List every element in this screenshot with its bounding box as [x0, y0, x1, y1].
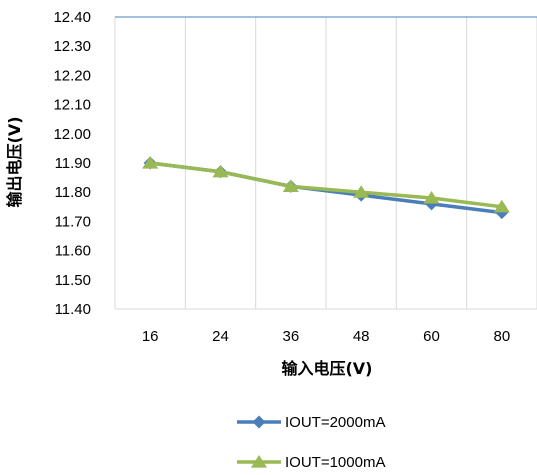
- legend-marker-triangle: [250, 455, 268, 468]
- x-tick-label: 36: [282, 328, 299, 345]
- series-layer: [142, 156, 510, 220]
- y-tick-label: 11.70: [55, 213, 91, 230]
- x-tick-label: 16: [142, 328, 159, 345]
- y-axis-ticks: 11.40 11.50 11.60 11.70 11.80 11.90 12.00 12.10…: [53, 9, 91, 318]
- y-axis-title: 输出电压(V): [5, 116, 24, 207]
- data-point-triangle: [142, 156, 159, 169]
- legend-label: IOUT=2000mA: [285, 414, 385, 431]
- x-tick-label: 48: [353, 328, 370, 345]
- data-point-triangle: [282, 179, 299, 192]
- y-tick-label: 11.40: [55, 301, 91, 318]
- y-tick-label: 11.50: [55, 272, 91, 289]
- y-tick-label: 12.40: [53, 9, 91, 26]
- legend: IOUT=2000mA IOUT=1000mA: [237, 414, 385, 471]
- x-tick-label: 80: [493, 328, 510, 345]
- y-tick-label: 12.10: [53, 97, 91, 114]
- legend-label: IOUT=1000mA: [285, 454, 385, 471]
- x-axis-title: 输入电压(V): [281, 359, 372, 378]
- x-tick-label: 60: [423, 328, 440, 345]
- series-2: [142, 156, 510, 213]
- data-point-triangle: [212, 164, 229, 178]
- y-tick-label: 12.00: [53, 126, 91, 143]
- x-tick-label: 24: [212, 328, 229, 345]
- legend-marker-diamond: [252, 415, 266, 429]
- y-tick-label: 11.80: [55, 184, 91, 201]
- series-line: [149, 161, 503, 209]
- y-tick-label: 11.60: [55, 243, 91, 260]
- grid-lines: [114, 16, 537, 310]
- data-point-triangle: [493, 199, 510, 213]
- y-tick-label: 11.90: [55, 155, 91, 172]
- data-point-triangle: [353, 185, 370, 198]
- data-point-triangle: [423, 191, 440, 204]
- y-tick-label: 12.20: [53, 67, 91, 84]
- y-tick-label: 12.30: [53, 38, 91, 55]
- x-axis-ticks: 16 24 36 48 60 80: [142, 328, 510, 345]
